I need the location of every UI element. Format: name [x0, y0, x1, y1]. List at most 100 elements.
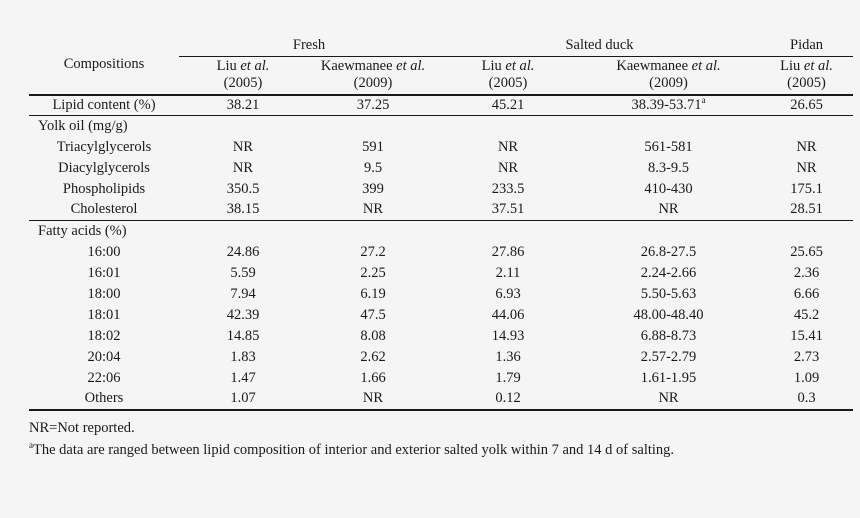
footnote: NR=Not reported. [29, 420, 135, 436]
lipid-composition-table: Compositions Fresh Salted duck Pidan Liu e… [29, 36, 854, 411]
cell-value: 6.88-8.73 [640, 327, 697, 344]
cell-value: 45.2 [793, 306, 820, 323]
cell-value: 6.19 [360, 285, 386, 302]
cell-value: NR [577, 388, 761, 411]
cell-value: 561-581 [644, 138, 693, 155]
row-label: 22:06 [87, 369, 121, 386]
column-header-3: Liu et al. (2005) [439, 56, 578, 96]
cell-value: 1.36 [495, 348, 521, 365]
cell-value: 1.61-1.95 [640, 369, 697, 386]
cell-value: 2.11 [495, 264, 521, 281]
row-label: 18:00 [87, 285, 121, 302]
row-label: Lipid content (%) [52, 96, 156, 113]
cell-value: 350.5 [226, 180, 260, 197]
group-header-fresh: Fresh [179, 36, 440, 57]
cell-value: 15.41 [790, 327, 823, 344]
group-header-salted-duck: Salted duck [439, 36, 761, 57]
table-row: 16:01 5.59 2.25 2.11 2.24-2.66 2.36 [29, 263, 853, 284]
table-body: Lipid content (%) 38.21 37.25 45.21 38.39-53… [29, 95, 854, 411]
cell-value: 0.3 [760, 388, 854, 411]
cell-value: NR [497, 138, 519, 155]
cell-value: 1.66 [360, 369, 386, 386]
row-label: Others [29, 388, 179, 411]
group-header-pidan: Pidan [760, 36, 854, 57]
cell-value: NR [362, 201, 384, 218]
cell-value: NR [307, 388, 440, 411]
row-label: Triacylglycerols [56, 138, 152, 155]
cell-value: 45.21 [491, 96, 525, 113]
cell-value: 38.15 [226, 201, 260, 218]
cell-value: NR [497, 159, 519, 176]
table-row: Diacylglycerols NR 9.5 NR 8.3-9.5 NR [29, 158, 853, 179]
cell-value: 48.00-48.40 [633, 306, 704, 323]
cell-value: 26.65 [790, 96, 823, 113]
cell-value: 1.07 [179, 388, 307, 411]
cell-value: 27.2 [360, 243, 386, 260]
cell-value: 37.51 [491, 201, 525, 218]
cell-value: 44.06 [491, 306, 525, 323]
cell-value: 26.8-27.5 [640, 243, 697, 260]
table-row: 18:00 7.94 6.19 6.93 5.50-5.63 6.66 [29, 284, 853, 305]
group-header-row: Compositions Fresh Salted duck Pidan [29, 36, 854, 96]
section-row: Fatty acids (%) [29, 220, 854, 242]
table-row: Others 1.07 NR 0.12 NR 0.3 [29, 388, 854, 411]
table-row: 22:06 1.47 1.66 1.79 1.61-1.95 1.09 [29, 368, 853, 389]
cell-value: NR [658, 201, 679, 218]
cell-value: 399 [362, 180, 384, 197]
cell-value: 2.36 [793, 264, 820, 281]
column-header-2: Kaewmanee et al. (2009) [307, 56, 440, 96]
table-row: Triacylglycerols NR 591 NR 561-581 NR [29, 137, 853, 158]
row-label: 18:02 [87, 327, 121, 344]
column-header-1: Liu et al. (2005) [179, 56, 307, 96]
cell-value: 5.59 [230, 264, 256, 281]
table-row: Phospholipids 350.5 399 233.5 410-430 175.1 [29, 179, 853, 200]
section-label: Yolk oil (mg/g) [29, 115, 854, 137]
cell-value: 37.25 [356, 96, 390, 113]
column-header-5: Liu et al. (2005) [760, 56, 854, 96]
table-row: Lipid content (%) 38.21 37.25 45.21 38.39-53… [29, 95, 853, 116]
row-label: Cholesterol [70, 201, 138, 218]
cell-value: NR [796, 138, 817, 155]
cell-value: 38.21 [226, 96, 260, 113]
cell-value: NR [796, 159, 817, 176]
column-header-4: Kaewmanee et al. (2009) [577, 56, 761, 96]
cell-value: 8.08 [360, 327, 386, 344]
author-header-row: Liu et al. (2005) Kaewmanee et al. (2009) Li… [29, 56, 854, 96]
table-row: 18:02 14.85 8.08 14.93 6.88-8.73 15.41 [29, 326, 853, 347]
cell-value: 24.86 [226, 243, 260, 260]
cell-value: 1.09 [793, 369, 820, 386]
cell-value: 2.62 [360, 348, 386, 365]
cell-value: 2.24-2.66 [640, 264, 697, 281]
table-row: 18:01 42.39 47.5 44.06 48.00-48.40 45.2 [29, 305, 853, 326]
row-label: Diacylglycerols [58, 159, 150, 176]
footnote: aThe data are ranged between lipid compo… [29, 440, 675, 458]
cell-value: 27.86 [491, 243, 525, 260]
cell-value: 14.85 [226, 327, 260, 344]
table-row: 20:04 1.83 2.62 1.36 2.57-2.79 2.73 [29, 347, 853, 368]
cell-value: NR [232, 138, 254, 155]
cell-value: 1.47 [230, 369, 256, 386]
cell-value: 1.83 [230, 348, 256, 365]
cell-value: 14.93 [491, 327, 525, 344]
row-label: 18:01 [87, 306, 121, 323]
cell-value: 175.1 [790, 180, 823, 197]
cell-value: 7.94 [230, 285, 256, 302]
footnotes: NR=Not reported. aThe data are ranged bet… [29, 414, 829, 461]
cell-value: 1.79 [495, 369, 521, 386]
cell-value: 2.57-2.79 [640, 348, 697, 365]
cell-value: 42.39 [226, 306, 260, 323]
row-label: Phospholipids [62, 180, 146, 197]
cell-value: 0.12 [439, 388, 578, 411]
cell-value: 2.25 [360, 264, 386, 281]
cell-value: 591 [362, 138, 384, 155]
cell-value: 410-430 [644, 180, 693, 197]
cell-value: 25.65 [790, 243, 823, 260]
row-label: 20:04 [87, 348, 121, 365]
cell-value: 5.50-5.63 [640, 285, 697, 302]
table-row: Cholesterol 38.15 NR 37.51 NR 28.51 [29, 200, 853, 221]
cell-value: NR [232, 159, 254, 176]
data-table: Compositions Fresh Salted duck Pidan Liu e… [29, 36, 854, 411]
section-label: Fatty acids (%) [29, 220, 854, 242]
row-label: 16:00 [87, 243, 121, 260]
